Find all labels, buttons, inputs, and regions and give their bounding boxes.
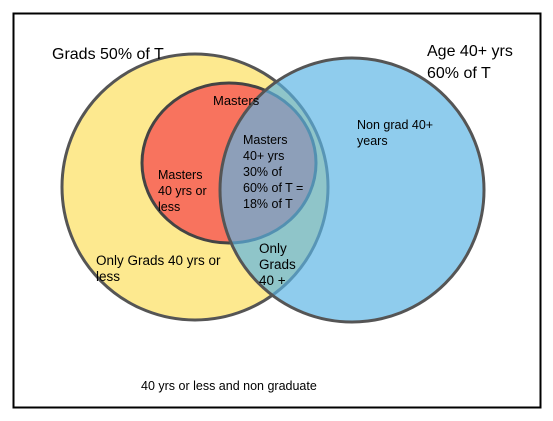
label-line: Masters [158, 168, 202, 182]
label-line: years [357, 134, 388, 148]
label-line: less [96, 269, 120, 284]
label-line: Only Grads 40 yrs or [96, 253, 221, 268]
label-line: Only [259, 241, 287, 256]
label-line: Non grad 40+ [357, 118, 433, 132]
label-line: less [158, 200, 180, 214]
label-line: 60% of T = [243, 181, 303, 195]
grads-label: Grads 50% of T [52, 46, 164, 63]
age-circle [218, 56, 486, 324]
label-line: 40 yrs or less and non graduate [141, 379, 317, 393]
label-line: Grads [259, 257, 296, 272]
label-line: Grads 50% of T [52, 46, 164, 63]
label-line: Masters [213, 93, 260, 108]
masters-40plus-label: Masters 40+ yrs 30% of 60% of T = 18% of T [243, 133, 303, 211]
only-grads-plus-label: Only Grads 40 + [259, 241, 296, 288]
label-line: 40 + [259, 273, 286, 288]
non-grad-label: Non grad 40+ years [357, 118, 433, 148]
label-line: 30% of [243, 165, 282, 179]
masters-40less-label: Masters 40 yrs or less [158, 168, 207, 214]
age-label: Age 40+ yrs 60% of T [427, 43, 513, 82]
masters-label: Masters [213, 93, 260, 108]
outside-label: 40 yrs or less and non graduate [141, 379, 317, 393]
label-line: 18% of T [243, 197, 293, 211]
label-line: Masters [243, 133, 287, 147]
label-line: Age 40+ yrs [427, 43, 513, 60]
label-line: 60% of T [427, 65, 491, 82]
label-line: 40 yrs or [158, 184, 207, 198]
label-line: 40+ yrs [243, 149, 284, 163]
only-grads-less-label: Only Grads 40 yrs or less [96, 253, 221, 284]
